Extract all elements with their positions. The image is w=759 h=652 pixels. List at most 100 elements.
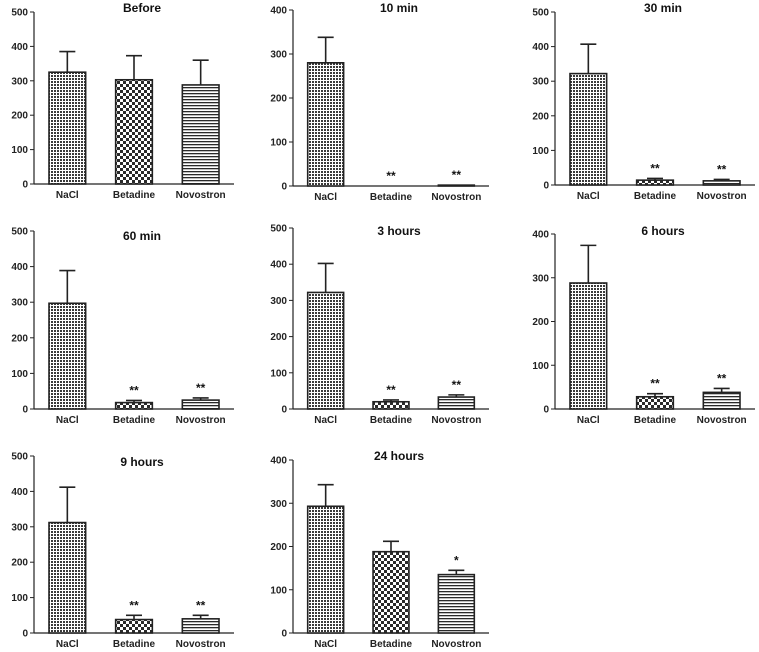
bar-novostron (181, 84, 220, 185)
y-tick-label: 100 (11, 145, 28, 156)
y-tick-label: 300 (11, 298, 28, 309)
bar-betadine (114, 401, 154, 410)
y-tick-label: 100 (11, 369, 28, 380)
significance-marker: ** (386, 169, 396, 183)
bar-novostron (702, 180, 741, 186)
x-category-label: Novostron (431, 639, 481, 650)
y-tick-label: 300 (270, 50, 287, 61)
y-tick-label: 200 (532, 317, 549, 328)
x-category-label: Novostron (176, 639, 226, 650)
y-tick-label: 200 (532, 111, 549, 122)
chart-panel: 60 min 0 100 200 300 400 500 NaCl ** Betadine ** No… (11, 227, 234, 426)
x-category-label: Betadine (634, 415, 677, 426)
chart-panel: 24 hours 0 100 200 300 400 NaCl Betadine * Novost… (270, 449, 489, 650)
y-tick-label: 300 (532, 273, 549, 284)
bar-novostron (437, 396, 476, 410)
x-category-label: Betadine (113, 415, 156, 426)
significance-marker: ** (129, 598, 139, 612)
y-tick-label: 400 (532, 42, 549, 53)
y-tick-label: 300 (270, 296, 287, 307)
y-tick-label: 400 (270, 6, 287, 17)
chart-panel: 10 min 0 100 200 300 400 NaCl ** Betadine ** Novos… (270, 1, 489, 203)
bar-novostron (437, 573, 476, 634)
panel-title: 60 min (123, 229, 161, 243)
x-category-label: Novostron (176, 415, 226, 426)
y-tick-label: 200 (11, 558, 28, 569)
x-category-label: NaCl (56, 415, 79, 426)
x-category-label: Betadine (370, 639, 413, 650)
x-category-label: Novostron (431, 415, 481, 426)
y-tick-label: 100 (532, 361, 549, 372)
x-category-label: NaCl (56, 190, 79, 201)
y-tick-label: 500 (11, 8, 28, 19)
x-category-label: NaCl (577, 415, 600, 426)
bar-novostron (437, 184, 476, 187)
y-tick-label: 400 (11, 42, 28, 53)
bar-nacl (306, 505, 345, 634)
panel-title: 30 min (644, 1, 682, 15)
significance-marker: ** (717, 371, 727, 385)
bar-novostron (702, 391, 741, 410)
y-tick-label: 400 (11, 262, 28, 273)
y-tick-label: 100 (270, 368, 287, 379)
y-tick-label: 0 (281, 182, 287, 193)
chart-panel: 3 hours 0 100 200 300 400 500 NaCl ** Betadine ** N… (270, 224, 489, 426)
significance-marker: ** (650, 377, 660, 391)
y-tick-label: 500 (11, 452, 28, 463)
x-category-label: NaCl (577, 191, 600, 202)
x-category-label: NaCl (314, 639, 337, 650)
y-tick-label: 0 (281, 629, 287, 640)
y-tick-label: 0 (22, 405, 28, 416)
x-category-label: Novostron (431, 192, 481, 203)
significance-marker: ** (717, 162, 727, 176)
significance-marker: ** (452, 168, 462, 182)
x-category-label: Betadine (113, 190, 156, 201)
bar-betadine (372, 400, 410, 410)
y-tick-label: 300 (11, 76, 28, 87)
panel-title: Before (123, 1, 161, 15)
x-category-label: NaCl (314, 192, 337, 203)
significance-marker: ** (196, 598, 206, 612)
y-tick-label: 100 (532, 146, 549, 157)
y-tick-label: 400 (270, 260, 287, 271)
bar-nacl (48, 521, 87, 634)
y-tick-label: 300 (270, 499, 287, 510)
x-category-label: Novostron (697, 191, 747, 202)
chart-panel: 30 min 0 100 200 300 400 500 NaCl ** Betadine ** No… (532, 1, 755, 202)
y-tick-label: 0 (22, 629, 28, 640)
y-tick-label: 500 (532, 8, 549, 19)
bar-nacl (306, 291, 345, 410)
x-category-label: Betadine (370, 415, 413, 426)
y-tick-label: 400 (270, 456, 287, 467)
significance-marker: ** (196, 381, 206, 395)
y-tick-label: 500 (11, 227, 28, 238)
bar-nacl (569, 282, 608, 410)
chart-panel: Before 0 100 200 300 400 500 NaCl Betadine Novost… (11, 1, 234, 201)
bar-nacl (48, 71, 87, 185)
y-tick-label: 300 (11, 522, 28, 533)
y-tick-label: 100 (270, 138, 287, 149)
y-tick-label: 200 (270, 542, 287, 553)
significance-marker: * (454, 553, 459, 567)
y-tick-label: 100 (11, 593, 28, 604)
x-category-label: NaCl (314, 415, 337, 426)
y-tick-label: 200 (11, 111, 28, 122)
bar-nacl (48, 302, 87, 410)
bar-betadine (114, 618, 154, 634)
x-category-label: Novostron (697, 415, 747, 426)
bar-betadine (635, 179, 675, 186)
y-tick-label: 400 (532, 230, 549, 241)
y-tick-label: 0 (22, 180, 28, 191)
chart-panel: 9 hours 0 100 200 300 400 500 NaCl ** Betadine ** N… (11, 452, 234, 650)
significance-marker: ** (129, 383, 139, 397)
chart-panel: 6 hours 0 100 200 300 400 NaCl ** Betadine ** Novo… (532, 224, 755, 426)
x-category-label: Betadine (113, 639, 156, 650)
x-category-label: Betadine (634, 191, 677, 202)
y-tick-label: 300 (532, 77, 549, 88)
bar-betadine (114, 78, 154, 185)
significance-marker: ** (386, 383, 396, 397)
significance-marker: ** (452, 378, 462, 392)
y-tick-label: 0 (543, 181, 549, 192)
y-tick-label: 0 (543, 405, 549, 416)
